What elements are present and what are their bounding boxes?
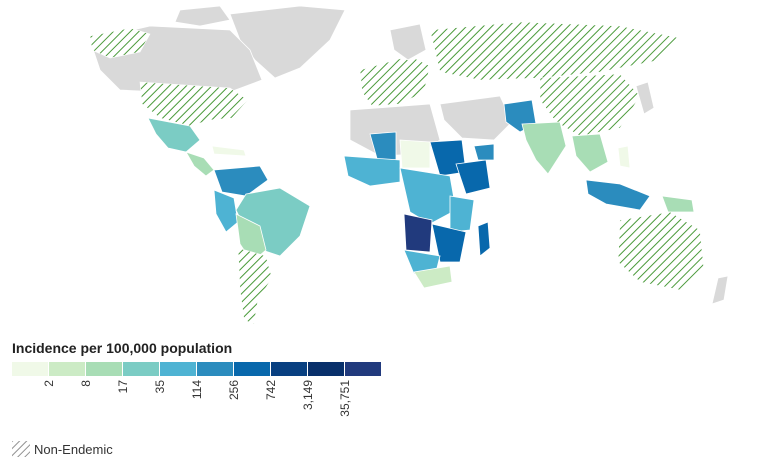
legend-swatch	[345, 362, 381, 376]
china-non-endemic	[539, 73, 641, 137]
non-endemic-label: Non-Endemic	[34, 441, 113, 457]
philippines	[617, 145, 631, 169]
legend-tick-label: 8	[79, 380, 93, 387]
northern-south-america	[213, 165, 269, 197]
australia-non-endemic	[617, 211, 705, 291]
legend-swatch	[234, 362, 270, 376]
south-africa	[413, 265, 453, 289]
usa-non-endemic	[139, 81, 249, 127]
middle-east	[439, 95, 513, 141]
west-africa	[343, 155, 401, 187]
yemen	[473, 143, 495, 161]
legend-tick-label: 2	[42, 380, 56, 387]
ethiopia	[455, 159, 491, 195]
legend-swatch	[271, 362, 307, 376]
scandinavia	[389, 23, 427, 61]
central-america	[185, 151, 215, 177]
central-africa	[399, 167, 457, 225]
non-endemic-legend: Non-Endemic	[12, 441, 113, 457]
southeast-asia	[571, 133, 609, 173]
east-africa	[449, 195, 475, 233]
legend-tick-label: 3,149	[301, 380, 315, 411]
legend-swatch	[308, 362, 344, 376]
legend-tick-label: 742	[264, 380, 278, 401]
legend-tick-label: 17	[116, 380, 130, 394]
hatch-swatch-icon	[12, 441, 30, 457]
caribbean	[211, 145, 247, 157]
legend-swatch	[12, 362, 48, 376]
legend-color-scale	[12, 362, 382, 376]
papua-new-guinea	[661, 195, 695, 213]
world-map-svg	[89, 5, 729, 325]
legend-swatch	[197, 362, 233, 376]
legend-tick-label: 114	[190, 380, 204, 400]
legend-swatch	[86, 362, 122, 376]
new-zealand	[711, 275, 729, 305]
mozambique	[431, 223, 467, 263]
angola	[403, 213, 433, 253]
legend-tick-label: 256	[227, 380, 241, 401]
argentina-chile-non-endemic	[237, 247, 273, 325]
peru	[213, 189, 239, 233]
legend-swatch	[123, 362, 159, 376]
russia-non-endemic	[429, 21, 681, 81]
legend-title: Incidence per 100,000 population	[12, 340, 233, 356]
chad	[399, 139, 431, 169]
legend-tick-label: 35	[153, 380, 167, 394]
madagascar	[477, 221, 491, 257]
india	[521, 121, 567, 175]
japan	[635, 81, 655, 115]
legend-swatch	[49, 362, 85, 376]
world-map	[89, 5, 729, 325]
arctic-islands	[174, 5, 231, 27]
europe-non-endemic	[359, 55, 431, 107]
alaska-non-endemic	[89, 27, 151, 59]
legend-tick-label: 35,751	[338, 380, 352, 417]
legend-swatch	[160, 362, 196, 376]
indonesia	[585, 179, 651, 211]
west-sahel	[369, 131, 397, 163]
legend-tick-labels: 2 8 17 35 114 256 742 3,149 35,751	[12, 376, 392, 436]
